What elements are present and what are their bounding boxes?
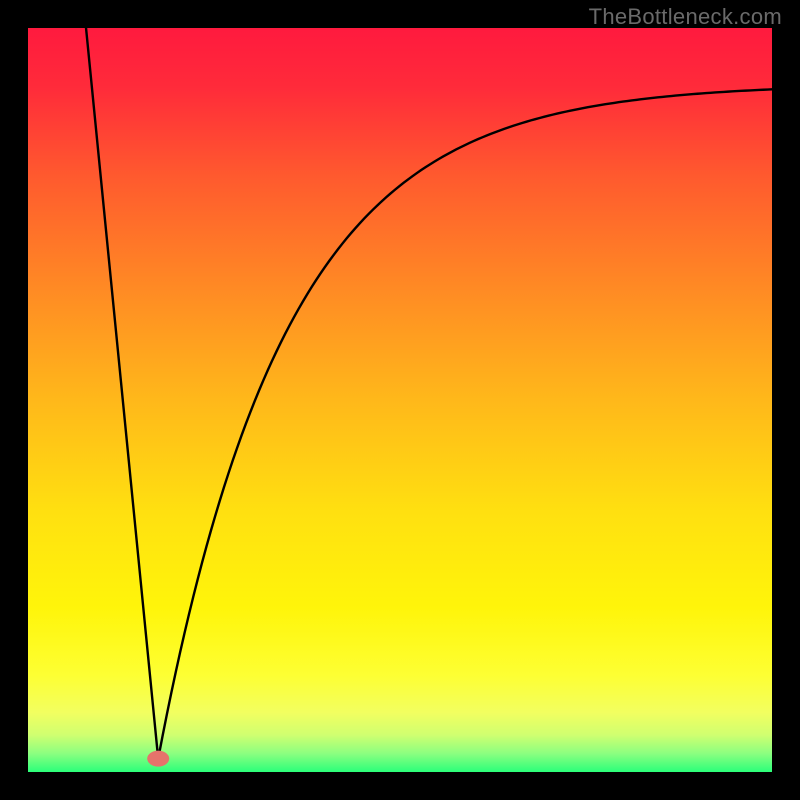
plot-background <box>28 28 772 772</box>
bottleneck-chart: TheBottleneck.com <box>0 0 800 800</box>
optimal-point-marker <box>147 751 169 767</box>
watermark-text: TheBottleneck.com <box>589 4 782 30</box>
chart-canvas <box>0 0 800 800</box>
